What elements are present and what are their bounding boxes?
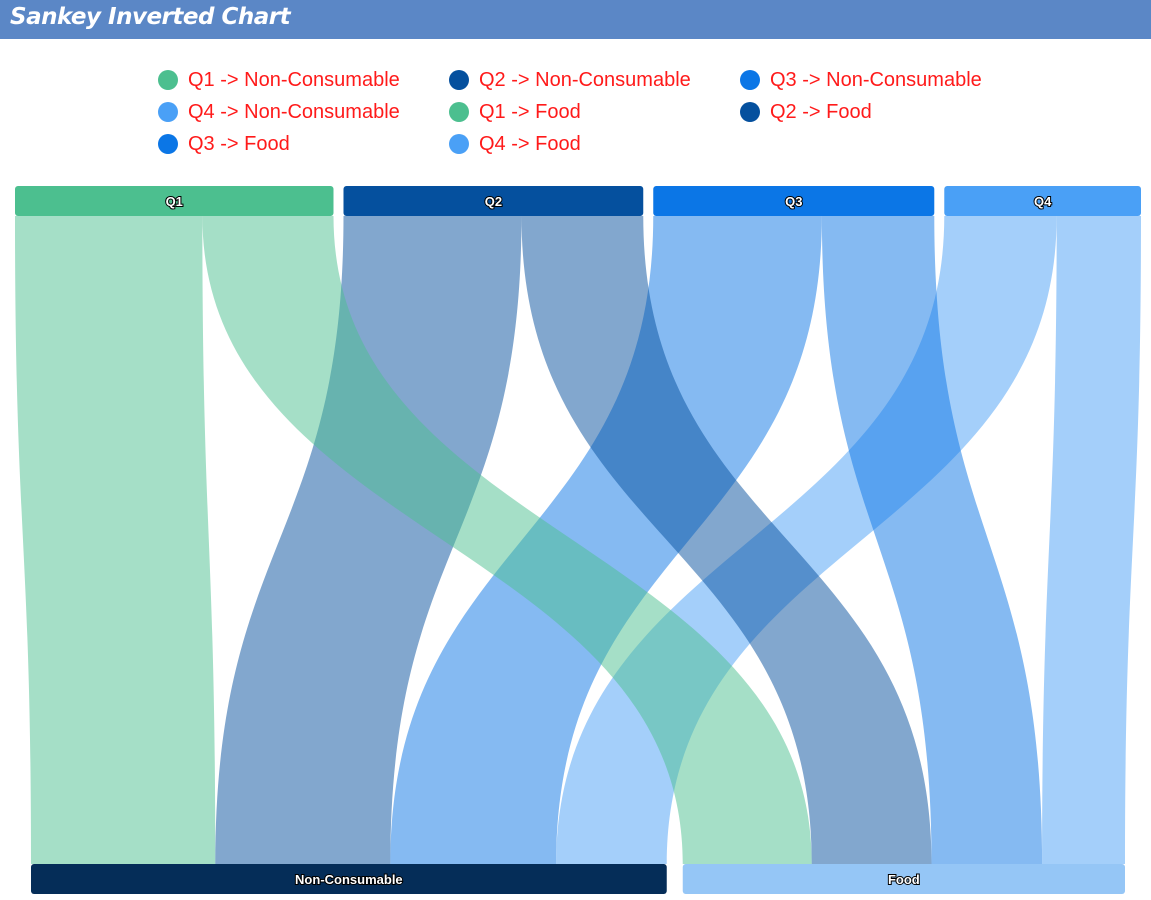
sankey-link[interactable]: [15, 216, 216, 864]
legend-item[interactable]: Q2 -> Food: [740, 99, 872, 125]
sankey-link[interactable]: [215, 216, 522, 864]
legend-marker-icon: [449, 102, 469, 122]
sankey-node-bar[interactable]: [944, 186, 1141, 216]
sankey-link[interactable]: [202, 216, 812, 864]
legend-item[interactable]: Q3 -> Non-Consumable: [740, 67, 982, 93]
sankey-node-label: Q1: [166, 194, 183, 209]
legend-item[interactable]: Q1 -> Non-Consumable: [158, 67, 400, 93]
chart-title-bar: Sankey Inverted Chart: [0, 0, 1151, 39]
legend-marker-icon: [158, 70, 178, 90]
sankey-node-bar[interactable]: [653, 186, 935, 216]
legend-marker-icon: [158, 102, 178, 122]
legend-label: Q3 -> Food: [188, 132, 290, 155]
legend-marker-icon: [158, 134, 178, 154]
sankey-link[interactable]: [821, 216, 1043, 864]
legend-item[interactable]: Q3 -> Food: [158, 131, 290, 157]
legend-marker-icon: [449, 70, 469, 90]
legend-item[interactable]: Q2 -> Non-Consumable: [449, 67, 691, 93]
sankey-links: [15, 216, 1141, 864]
legend-marker-icon: [740, 102, 760, 122]
legend-label: Q2 -> Food: [770, 100, 872, 123]
legend-item[interactable]: Q1 -> Food: [449, 99, 581, 125]
sankey-node-label: Q3: [785, 194, 802, 209]
sankey-node-label: Food: [888, 872, 920, 887]
sankey-node[interactable]: Q2: [343, 186, 644, 216]
sankey-node-bar[interactable]: [682, 864, 1125, 894]
legend-item[interactable]: Q4 -> Food: [449, 131, 581, 157]
chart-title: Sankey Inverted Chart: [10, 4, 291, 30]
legend-label: Q4 -> Non-Consumable: [188, 100, 400, 123]
legend-label: Q1 -> Non-Consumable: [188, 68, 400, 91]
sankey-node-label: Non-Consumable: [295, 872, 403, 887]
legend-label: Q4 -> Food: [479, 132, 581, 155]
sankey-node[interactable]: Q3: [653, 186, 935, 216]
sankey-node[interactable]: Non-Consumable: [31, 864, 667, 894]
sankey-link[interactable]: [1042, 216, 1141, 864]
legend-item[interactable]: Q4 -> Non-Consumable: [158, 99, 400, 125]
sankey-node[interactable]: Q1: [15, 186, 334, 216]
sankey-link[interactable]: [521, 216, 932, 864]
sankey-link[interactable]: [390, 216, 822, 864]
sankey-node-label: Q4: [1034, 194, 1052, 209]
sankey-node[interactable]: Q4: [944, 186, 1141, 216]
legend-label: Q3 -> Non-Consumable: [770, 68, 982, 91]
sankey-node-bar[interactable]: [15, 186, 334, 216]
legend-label: Q2 -> Non-Consumable: [479, 68, 691, 91]
legend-marker-icon: [740, 70, 760, 90]
legend-label: Q1 -> Food: [479, 100, 581, 123]
sankey-node-label: Q2: [485, 194, 502, 209]
chart-legend: Q1 -> Non-Consumable Q2 -> Non-Consumable…: [158, 67, 1058, 163]
sankey-node-bar[interactable]: [343, 186, 644, 216]
sankey-node[interactable]: Food: [682, 864, 1125, 894]
legend-marker-icon: [449, 134, 469, 154]
sankey-node-bar[interactable]: [31, 864, 667, 894]
